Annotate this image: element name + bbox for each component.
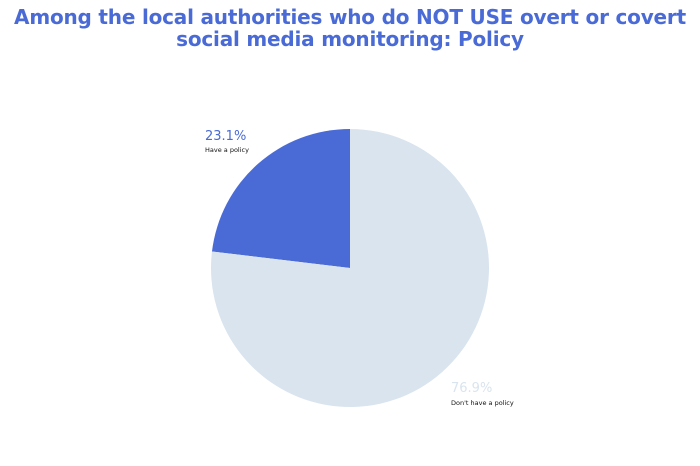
slice-label-have-a-policy: 23.1% Have a policy — [205, 129, 249, 154]
slice-category-label-have-a-policy: Have a policy — [205, 146, 249, 154]
slice-value-label-have-a-policy: 23.1% — [205, 129, 246, 144]
pie-slice-have-a-policy — [211, 129, 350, 268]
slice-category-label-dont-have-a-policy: Don't have a policy — [451, 399, 514, 407]
chart-title-line-1: Among the local authorities who do NOT U… — [14, 5, 686, 29]
pie-slice-dont-have-a-policy — [211, 129, 490, 408]
slice-label-dont-have-a-policy: 76.9% Don't have a policy — [451, 381, 514, 407]
chart-title: Among the local authorities who do NOT U… — [0, 6, 700, 50]
chart-title-line-2: social media monitoring: Policy — [176, 27, 524, 51]
slice-value-label-dont-have-a-policy: 76.9% — [451, 381, 492, 396]
pie-slices — [211, 129, 490, 408]
